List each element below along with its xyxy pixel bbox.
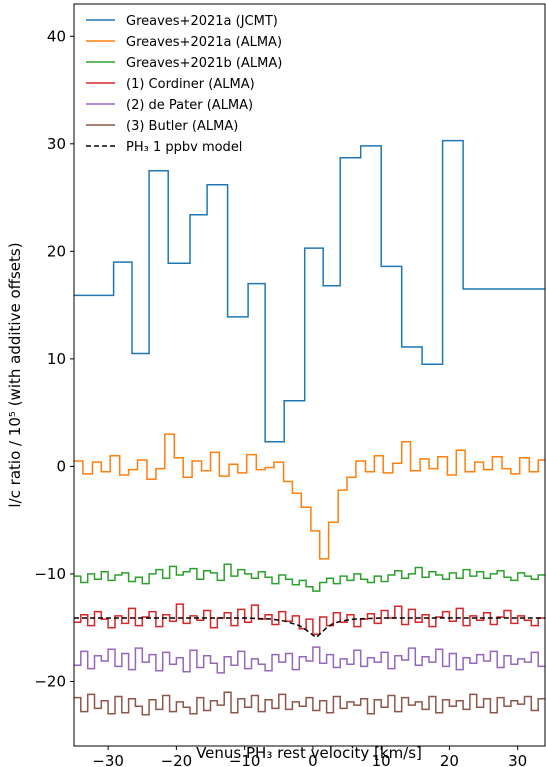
series-layer xyxy=(74,139,545,716)
x-tick-label: 10 xyxy=(372,752,391,767)
legend-label: Greaves+2021a (JCMT) xyxy=(126,14,278,29)
legend-label: PH₃ 1 ppbv model xyxy=(126,140,242,155)
series-line-4 xyxy=(74,603,545,635)
legend-label: (3) Butler (ALMA) xyxy=(126,119,238,134)
y-tick-label: 30 xyxy=(47,135,66,153)
series-line-7 xyxy=(74,617,545,639)
legend: Greaves+2021a (JCMT) Greaves+2021a (ALMA)… xyxy=(86,14,282,155)
x-tick-label: −10 xyxy=(229,752,261,767)
y-tick-label: −10 xyxy=(34,565,66,583)
y-tick-label: 10 xyxy=(47,350,66,368)
x-tick-label: 0 xyxy=(308,752,318,767)
y-axis-label: l/c ratio / 10⁵ (with additive offsets) xyxy=(6,242,24,507)
plot-frame xyxy=(73,3,546,747)
y-tick-label: 0 xyxy=(56,457,66,475)
x-tick-label: 20 xyxy=(440,752,459,767)
y-tick-label: −20 xyxy=(34,672,66,690)
series-line-5 xyxy=(74,646,545,674)
legend-label: (2) de Pater (ALMA) xyxy=(126,98,253,113)
legend-label: (1) Cordiner (ALMA) xyxy=(126,77,255,92)
series-line-2 xyxy=(74,433,545,560)
x-tick-label: −30 xyxy=(92,752,124,767)
y-tick-label: 20 xyxy=(47,242,66,260)
y-axis: −20 −10 0 10 20 30 40 xyxy=(34,27,74,690)
y-tick-label: 40 xyxy=(47,27,66,45)
x-axis: −30 −20 −10 0 10 20 30 xyxy=(92,746,527,767)
x-axis-label: Venus PH₃ rest velocity [km/s] xyxy=(196,744,422,762)
x-tick-label: 30 xyxy=(508,752,527,767)
legend-label: Greaves+2021b (ALMA) xyxy=(126,56,282,71)
series-line-6 xyxy=(74,691,545,716)
x-tick-label: −20 xyxy=(161,752,193,767)
series-line-3 xyxy=(74,563,545,592)
series-line-1 xyxy=(74,139,545,443)
legend-label: Greaves+2021a (ALMA) xyxy=(126,35,282,50)
